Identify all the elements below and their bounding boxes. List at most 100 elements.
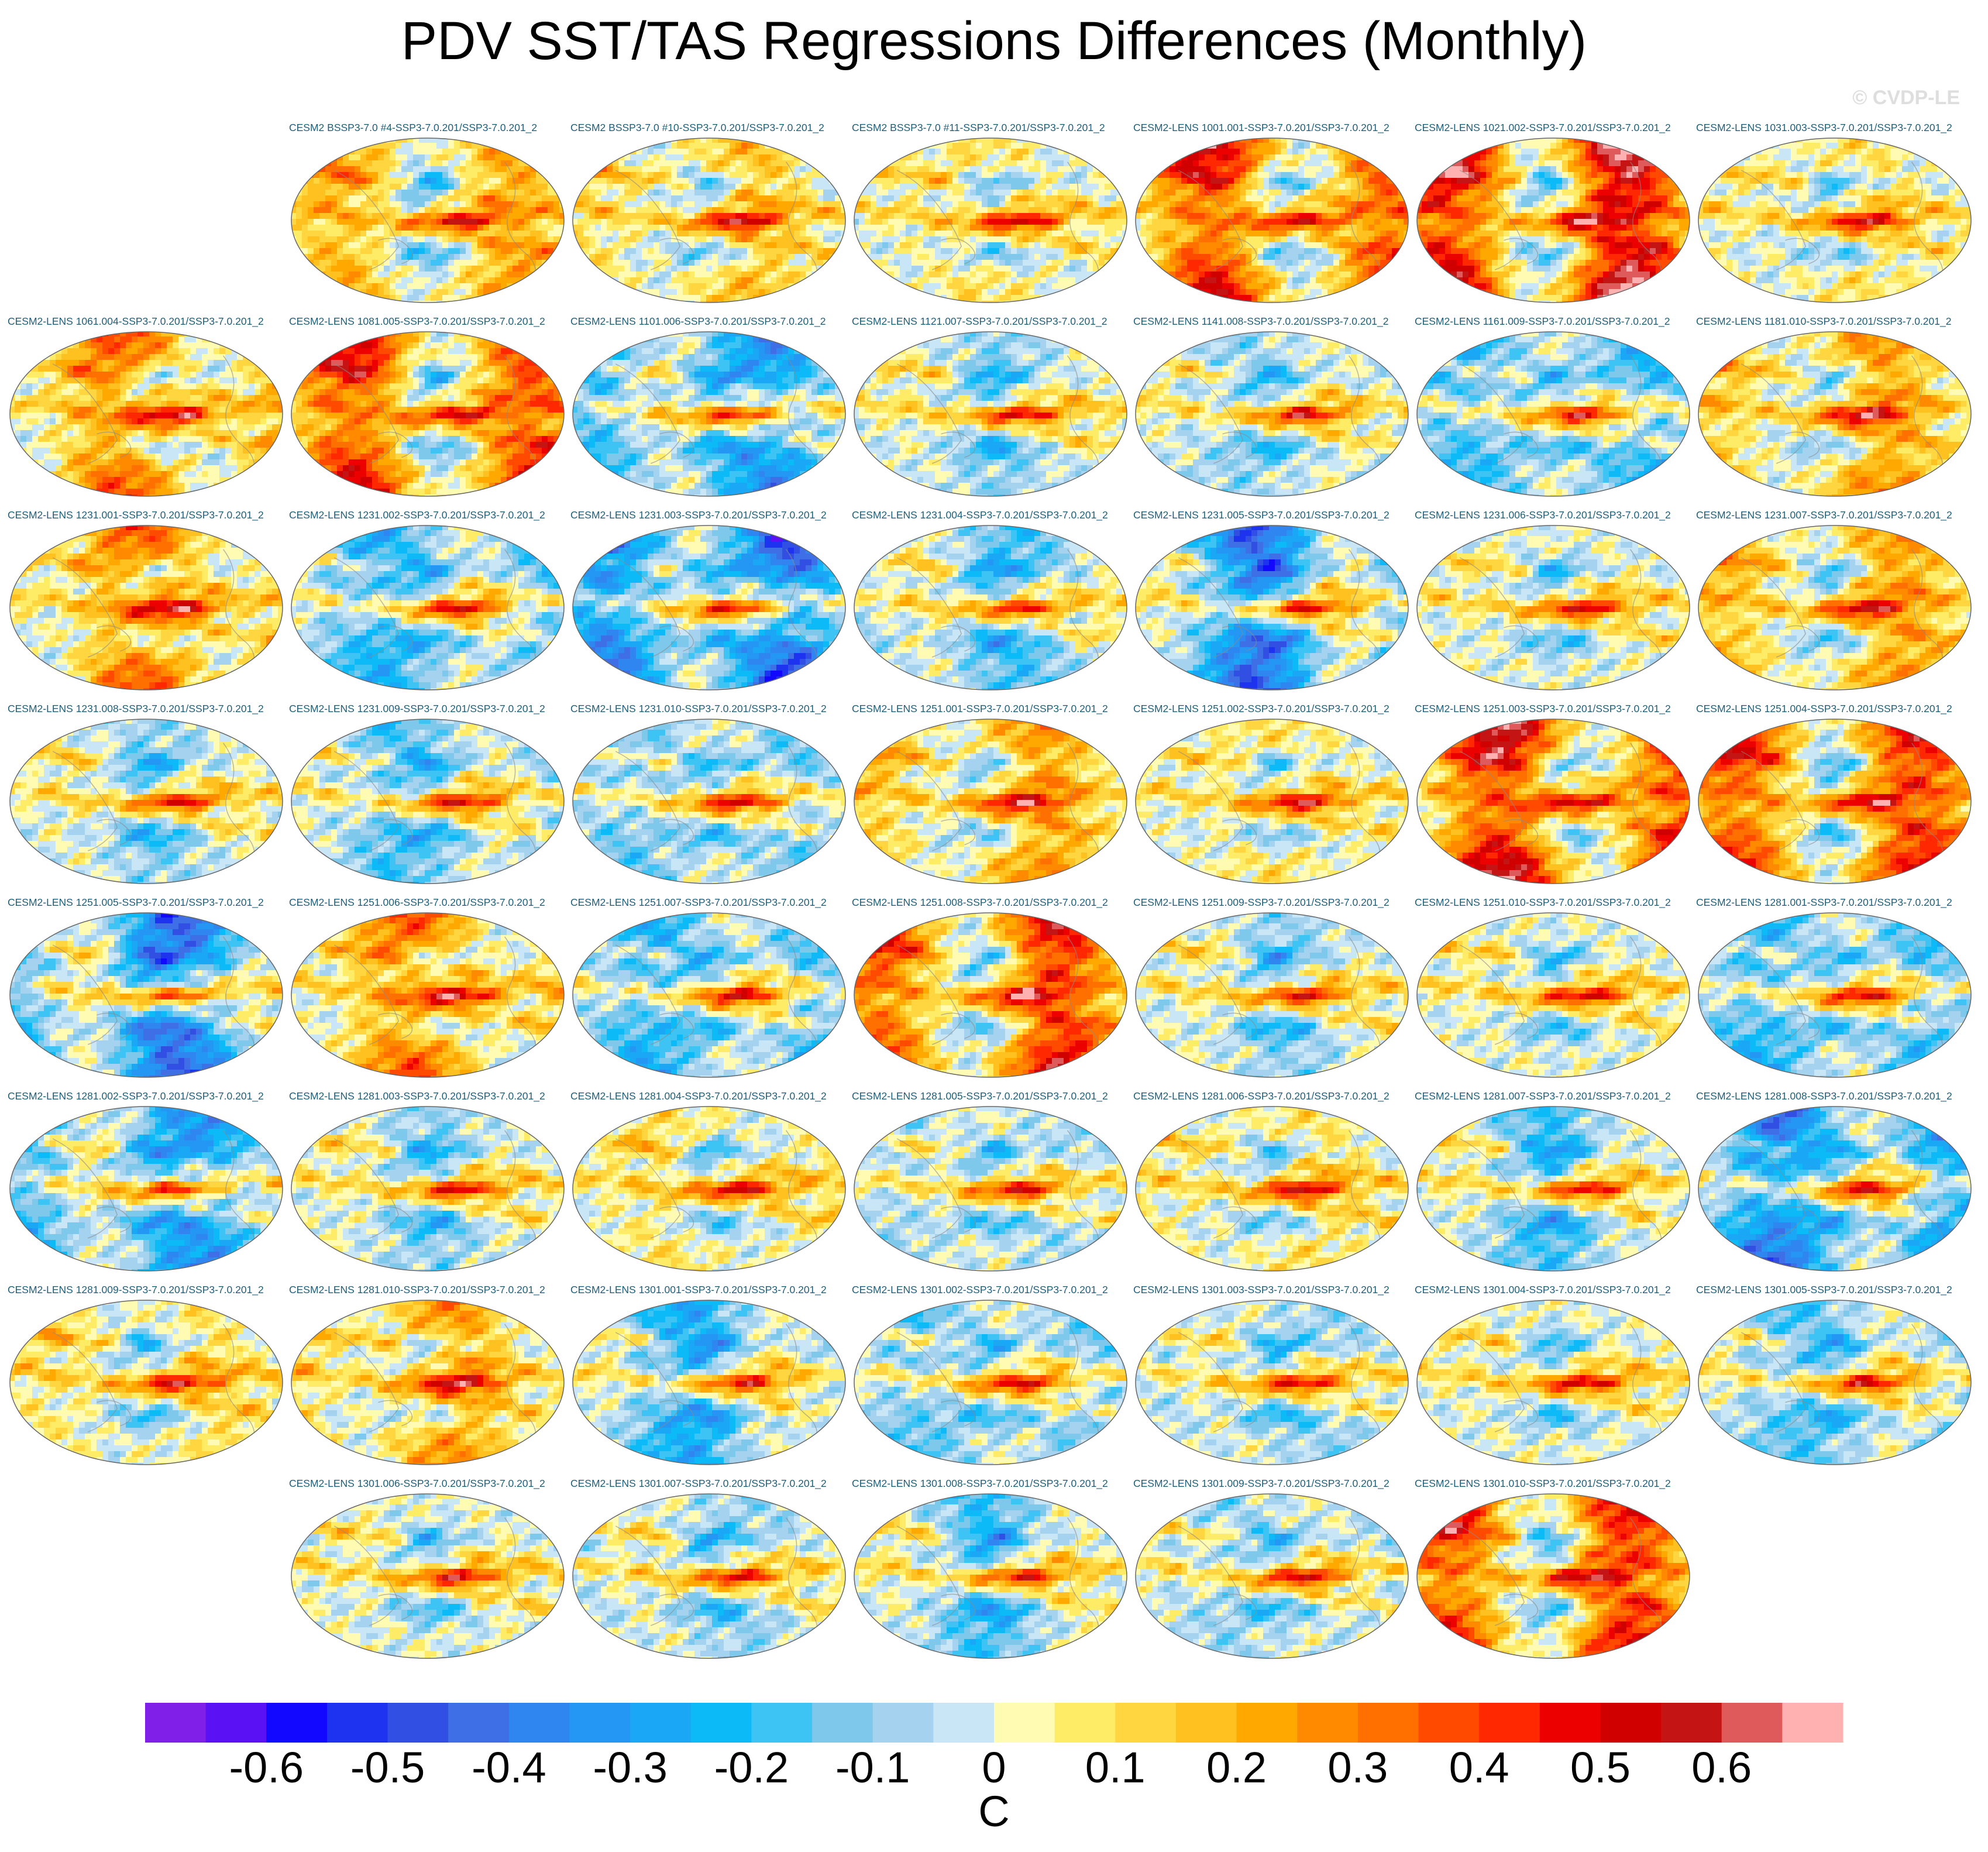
- panel-map: [572, 524, 847, 691]
- panel-map: [290, 137, 565, 304]
- panel-map: [853, 718, 1128, 885]
- panel-map: [572, 331, 847, 497]
- panel-map: [1697, 137, 1972, 304]
- panel-map: [572, 718, 847, 885]
- panel-title: CESM2-LENS 1231.002-SSP3-7.0.201/SSP3-7.…: [289, 509, 570, 521]
- panel-title: CESM2-LENS 1281.006-SSP3-7.0.201/SSP3-7.…: [1133, 1090, 1414, 1102]
- panel-title: CESM2-LENS 1281.002-SSP3-7.0.201/SSP3-7.…: [8, 1090, 288, 1102]
- colorbar-swatch: [266, 1703, 327, 1743]
- panel-map: [1134, 137, 1409, 304]
- panel-map: [853, 331, 1128, 497]
- colorbar-swatch: [1782, 1703, 1843, 1743]
- panel-map: [1134, 524, 1409, 691]
- panel-map: [9, 524, 284, 691]
- colorbar-swatch: [145, 1703, 206, 1743]
- panel-title: CESM2-LENS 1181.010-SSP3-7.0.201/SSP3-7.…: [1696, 315, 1977, 328]
- panel-title: CESM2-LENS 1231.001-SSP3-7.0.201/SSP3-7.…: [8, 509, 288, 521]
- panel-title: CESM2-LENS 1281.008-SSP3-7.0.201/SSP3-7.…: [1696, 1090, 1977, 1102]
- panel-map: [853, 1299, 1128, 1466]
- panel-title: CESM2-LENS 1301.001-SSP3-7.0.201/SSP3-7.…: [570, 1284, 851, 1296]
- colorbar-swatch: [630, 1703, 691, 1743]
- panel-map: [290, 1493, 565, 1659]
- panel-title: CESM2-LENS 1231.010-SSP3-7.0.201/SSP3-7.…: [570, 703, 851, 715]
- panel-title: CESM2-LENS 1301.008-SSP3-7.0.201/SSP3-7.…: [852, 1478, 1133, 1490]
- panel-title: CESM2-LENS 1251.008-SSP3-7.0.201/SSP3-7.…: [852, 896, 1133, 909]
- panel-map: [1697, 1105, 1972, 1272]
- panel-map: [290, 912, 565, 1078]
- panel-map: [1134, 1105, 1409, 1272]
- panel-map: [1697, 331, 1972, 497]
- panel-title: CESM2-LENS 1301.002-SSP3-7.0.201/SSP3-7.…: [852, 1284, 1133, 1296]
- panel-title: CESM2-LENS 1141.008-SSP3-7.0.201/SSP3-7.…: [1133, 315, 1414, 328]
- colorbar-tick-label: -0.3: [593, 1743, 668, 1792]
- panel-map: [1416, 718, 1691, 885]
- panel-title: CESM2-LENS 1251.005-SSP3-7.0.201/SSP3-7.…: [8, 896, 288, 909]
- colorbar-tick-label: 0.4: [1449, 1743, 1509, 1792]
- panel-map: [1697, 718, 1972, 885]
- colorbar-swatch: [933, 1703, 994, 1743]
- panel-title: CESM2-LENS 1281.005-SSP3-7.0.201/SSP3-7.…: [852, 1090, 1133, 1102]
- panel-map: [290, 524, 565, 691]
- panel-title: CESM2-LENS 1281.003-SSP3-7.0.201/SSP3-7.…: [289, 1090, 570, 1102]
- panel-title: CESM2-LENS 1301.009-SSP3-7.0.201/SSP3-7.…: [1133, 1478, 1414, 1490]
- panel-map: [572, 137, 847, 304]
- panel-map: [1134, 331, 1409, 497]
- colorbar-swatch: [691, 1703, 752, 1743]
- colorbar-swatch: [1115, 1703, 1176, 1743]
- panel-title: CESM2-LENS 1061.004-SSP3-7.0.201/SSP3-7.…: [8, 315, 288, 328]
- panel-title: CESM2-LENS 1251.009-SSP3-7.0.201/SSP3-7.…: [1133, 896, 1414, 909]
- panel-map: [1416, 1299, 1691, 1466]
- panel-title: CESM2-LENS 1231.007-SSP3-7.0.201/SSP3-7.…: [1696, 509, 1977, 521]
- panel-map: [853, 524, 1128, 691]
- panel-map: [853, 912, 1128, 1078]
- panel-title: CESM2-LENS 1301.005-SSP3-7.0.201/SSP3-7.…: [1696, 1284, 1977, 1296]
- panel-title: CESM2-LENS 1281.010-SSP3-7.0.201/SSP3-7.…: [289, 1284, 570, 1296]
- colorbar-label: C: [978, 1787, 1009, 1836]
- panel-title: CESM2-LENS 1231.008-SSP3-7.0.201/SSP3-7.…: [8, 703, 288, 715]
- panel-map: [1697, 912, 1972, 1078]
- panel-map: [853, 137, 1128, 304]
- panel-map: [9, 331, 284, 497]
- panel-title: CESM2 BSSP3-7.0 #4-SSP3-7.0.201/SSP3-7.0…: [289, 122, 570, 134]
- colorbar-swatch: [509, 1703, 570, 1743]
- colorbar-swatch: [1540, 1703, 1601, 1743]
- panel-map: [1697, 1299, 1972, 1466]
- panel-title: CESM2-LENS 1161.009-SSP3-7.0.201/SSP3-7.…: [1415, 315, 1695, 328]
- panel-title: CESM2-LENS 1251.007-SSP3-7.0.201/SSP3-7.…: [570, 896, 851, 909]
- colorbar-swatch: [994, 1703, 1055, 1743]
- colorbar-swatch: [1661, 1703, 1722, 1743]
- panel-map: [853, 1105, 1128, 1272]
- panel-map: [1416, 137, 1691, 304]
- colorbar-tick-label: 0.1: [1085, 1743, 1146, 1792]
- panel-map: [9, 1105, 284, 1272]
- colorbar-swatch: [1722, 1703, 1783, 1743]
- panel-title: CESM2-LENS 1031.003-SSP3-7.0.201/SSP3-7.…: [1696, 122, 1977, 134]
- panel-title: CESM2-LENS 1231.009-SSP3-7.0.201/SSP3-7.…: [289, 703, 570, 715]
- colorbar-swatch: [570, 1703, 631, 1743]
- panel-title: CESM2-LENS 1251.003-SSP3-7.0.201/SSP3-7.…: [1415, 703, 1695, 715]
- panel-title: CESM2-LENS 1231.005-SSP3-7.0.201/SSP3-7.…: [1133, 509, 1414, 521]
- colorbar-swatch: [1176, 1703, 1237, 1743]
- panel-title: CESM2-LENS 1001.001-SSP3-7.0.201/SSP3-7.…: [1133, 122, 1414, 134]
- panel-title: CESM2-LENS 1281.009-SSP3-7.0.201/SSP3-7.…: [8, 1284, 288, 1296]
- panel-map: [1416, 912, 1691, 1078]
- panel-map: [9, 912, 284, 1078]
- colorbar-swatch: [206, 1703, 267, 1743]
- panel-title: CESM2-LENS 1101.006-SSP3-7.0.201/SSP3-7.…: [570, 315, 851, 328]
- colorbar-tick-label: -0.5: [350, 1743, 425, 1792]
- panel-map: [290, 1299, 565, 1466]
- colorbar-swatch: [1358, 1703, 1419, 1743]
- panel-map: [572, 1299, 847, 1466]
- panel-title: CESM2-LENS 1231.003-SSP3-7.0.201/SSP3-7.…: [570, 509, 851, 521]
- panel-map: [9, 1299, 284, 1466]
- panel-title: CESM2-LENS 1301.004-SSP3-7.0.201/SSP3-7.…: [1415, 1284, 1695, 1296]
- panel-map: [1416, 1105, 1691, 1272]
- panel-title: CESM2-LENS 1021.002-SSP3-7.0.201/SSP3-7.…: [1415, 122, 1695, 134]
- colorbar-tick-label: 0.6: [1691, 1743, 1752, 1792]
- panel-map: [1134, 1299, 1409, 1466]
- colorbar-swatch: [1237, 1703, 1298, 1743]
- colorbar-swatch: [1055, 1703, 1116, 1743]
- panel-map: [1416, 331, 1691, 497]
- panel-title: CESM2-LENS 1301.003-SSP3-7.0.201/SSP3-7.…: [1133, 1284, 1414, 1296]
- panel-map: [290, 331, 565, 497]
